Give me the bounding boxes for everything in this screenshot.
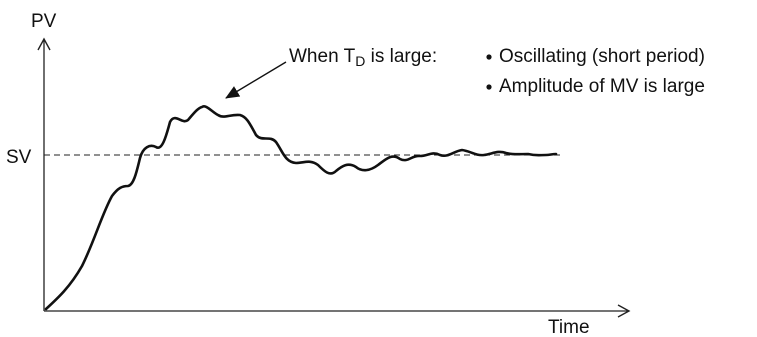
y-axis-label: PV: [31, 11, 57, 32]
annotation-suffix: is large:: [365, 46, 437, 67]
annotation-subscript: D: [355, 53, 365, 69]
annotation-arrow: [225, 61, 287, 99]
pv-response-curve: [44, 105, 558, 311]
bullet-dot: [486, 54, 492, 60]
bullet-dot: [486, 84, 492, 90]
setpoint-label: SV: [6, 147, 32, 168]
annotation-prefix: When T: [289, 46, 356, 67]
annotation-bullet-2: Amplitude of MV is large: [499, 76, 705, 97]
annotation-condition: When TD is large:: [289, 46, 437, 69]
annotation-bullet-1: Oscillating (short period): [499, 46, 705, 67]
x-axis-label: Time: [548, 317, 590, 337]
